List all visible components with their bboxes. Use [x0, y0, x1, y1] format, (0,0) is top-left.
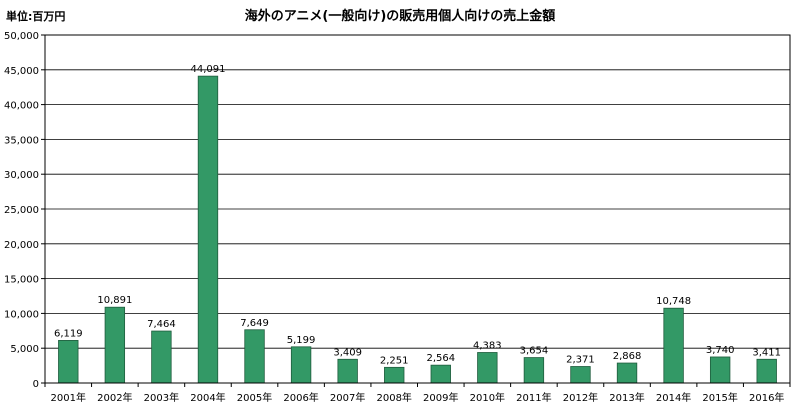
data-label: 2,868: [613, 351, 642, 362]
x-tick-label: 2015年: [702, 391, 737, 404]
data-label: 7,464: [147, 319, 176, 330]
x-tick-label: 2010年: [470, 391, 505, 404]
unit-label: 単位:百万円: [6, 9, 65, 23]
x-axis-ticks: 2001年 2002年 2003年 2004年 2005年 2006年 2007年 2008年…: [44, 383, 791, 404]
data-label: 3,654: [520, 346, 549, 357]
y-tick-label: 15,000: [4, 275, 39, 286]
y-tick-label: 5,000: [10, 344, 39, 355]
y-axis-ticks: 0 5,000 10,000 15,000 20,000 25,000 30,000 35,0…: [4, 31, 45, 390]
y-tick-label: 25,000: [4, 205, 39, 216]
data-label: 4,383: [473, 340, 502, 351]
data-label: 3,740: [706, 345, 735, 356]
bar: [756, 358, 777, 384]
x-tick-label: 2002年: [97, 391, 132, 404]
bar: [570, 366, 591, 384]
x-tick-label: 2012年: [563, 391, 598, 404]
chart-title: 海外のアニメ(一般向け)の販売用個人向けの売上金額: [245, 8, 556, 24]
data-label: 3,411: [752, 347, 781, 358]
data-label: 3,409: [333, 347, 362, 358]
x-tick-label: 2008年: [376, 391, 411, 404]
bar: [244, 329, 265, 384]
y-tick-label: 10,000: [4, 309, 39, 320]
x-tick-label: 2003年: [144, 391, 179, 404]
y-tick-label: 40,000: [4, 101, 39, 112]
x-tick-label: 2005年: [237, 391, 272, 404]
data-label: 6,119: [54, 328, 83, 339]
data-label: 5,199: [287, 335, 316, 346]
x-tick-label: 2007年: [330, 391, 365, 404]
y-tick-label: 20,000: [4, 240, 39, 251]
y-tick-label: 45,000: [4, 66, 39, 77]
bar: [337, 358, 358, 384]
bar: [616, 362, 638, 384]
data-label: 2,564: [426, 353, 455, 364]
data-label: 10,748: [656, 296, 691, 307]
y-tick-label: 0: [33, 379, 39, 390]
bar: [197, 75, 219, 384]
data-label: 2,251: [380, 355, 409, 366]
data-label: 2,371: [566, 354, 595, 365]
bar: [104, 306, 126, 384]
bar: [151, 330, 172, 384]
x-tick-label: 2004年: [190, 391, 225, 404]
bar: [663, 307, 684, 384]
y-tick-label: 30,000: [4, 170, 39, 181]
x-tick-label: 2014年: [656, 391, 691, 404]
data-label: 10,891: [97, 295, 132, 306]
y-tick-label: 50,000: [4, 31, 39, 42]
bars: [58, 75, 777, 384]
x-tick-label: 2011年: [516, 391, 551, 404]
bar: [477, 352, 498, 384]
bar: [290, 346, 312, 384]
bar: [384, 366, 405, 384]
bar: [709, 356, 731, 384]
x-tick-label: 2006年: [283, 391, 318, 404]
data-labels: 6,119 10,891 7,464 44,091 7,649 5,199 3,409 2,2…: [54, 64, 781, 366]
x-tick-label: 2001年: [51, 391, 86, 404]
plot-area-frame: [44, 34, 791, 384]
x-tick-label: 2016年: [749, 391, 784, 404]
bar: [523, 357, 545, 384]
data-label: 44,091: [190, 64, 225, 75]
bar: [58, 340, 79, 384]
data-label: 7,649: [240, 318, 269, 329]
y-tick-label: 35,000: [4, 135, 39, 146]
bar: [430, 364, 451, 384]
x-tick-label: 2013年: [609, 391, 644, 404]
x-tick-label: 2009年: [423, 391, 458, 404]
